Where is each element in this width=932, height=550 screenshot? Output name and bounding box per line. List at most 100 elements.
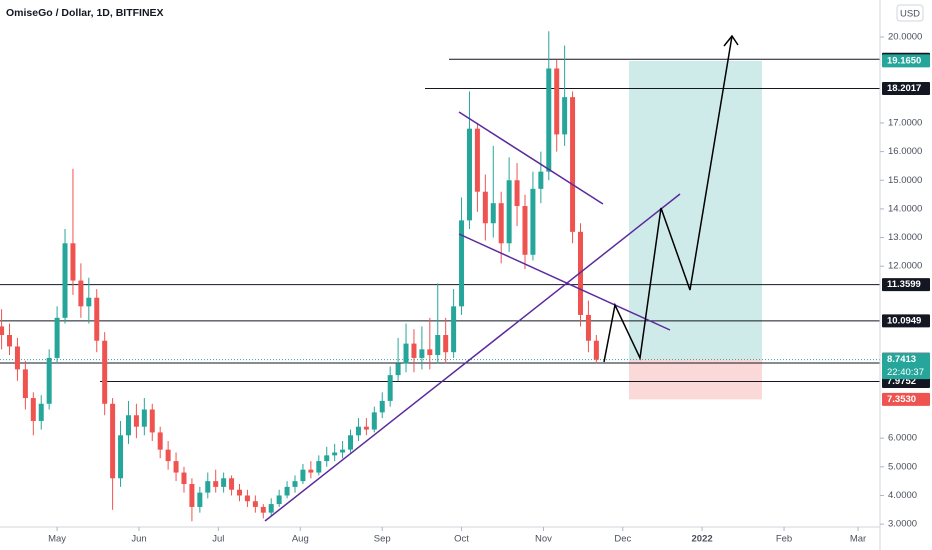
y-tick-label: 13.0000 bbox=[888, 232, 922, 243]
candle-body bbox=[236, 489, 242, 496]
candle-body bbox=[474, 128, 480, 192]
candle-body bbox=[451, 306, 457, 353]
candle-body bbox=[530, 188, 536, 255]
candle-body bbox=[387, 375, 393, 401]
x-tick-label: Nov bbox=[535, 534, 552, 545]
candle-body bbox=[14, 346, 20, 370]
candle-body bbox=[585, 314, 591, 341]
price-tag bbox=[882, 82, 930, 96]
candle-body bbox=[205, 481, 211, 493]
candle-body bbox=[252, 501, 258, 507]
candle-body bbox=[133, 415, 139, 427]
candle-body bbox=[443, 334, 449, 353]
x-tick-label: Feb bbox=[776, 534, 792, 545]
y-tick-label: 3.0000 bbox=[888, 519, 917, 530]
candle-body bbox=[30, 398, 36, 421]
currency[interactable]: USD bbox=[900, 9, 920, 20]
candle-body bbox=[197, 492, 203, 507]
candle-body bbox=[348, 435, 354, 450]
candle-body bbox=[70, 243, 76, 281]
candle-body bbox=[363, 426, 369, 430]
candle-body bbox=[506, 180, 512, 244]
candle-body bbox=[62, 243, 68, 318]
price-tag bbox=[882, 392, 930, 406]
candle-body bbox=[141, 409, 147, 427]
candle-body bbox=[94, 297, 100, 341]
price-tag-label: 19.1650 bbox=[887, 55, 921, 66]
candle-body bbox=[165, 449, 171, 462]
y-tick-label: 17.0000 bbox=[888, 117, 922, 128]
candle-body bbox=[46, 357, 52, 404]
candle-body bbox=[490, 203, 496, 224]
candle-body bbox=[7, 334, 13, 347]
candle-body bbox=[244, 495, 250, 502]
currency-button[interactable] bbox=[896, 4, 924, 22]
candle-body bbox=[22, 369, 28, 399]
candle-body bbox=[459, 220, 465, 307]
candle-body bbox=[221, 478, 227, 487]
target-zone bbox=[629, 60, 762, 360]
price-tag-label: 8.7413 bbox=[887, 354, 916, 365]
y-tick-label: 12.0000 bbox=[888, 261, 922, 272]
candle-body bbox=[514, 180, 520, 207]
drawings bbox=[0, 58, 880, 400]
candle-body bbox=[149, 409, 155, 433]
x-tick-label: Jul bbox=[212, 534, 224, 545]
candle-body bbox=[276, 495, 282, 505]
candle-body bbox=[78, 280, 84, 307]
price-tag-label: 11.3599 bbox=[887, 279, 921, 290]
candle-body bbox=[419, 349, 425, 358]
candle-body bbox=[157, 432, 163, 450]
candle-body bbox=[118, 435, 124, 479]
y-tick-label: 6.0000 bbox=[888, 433, 917, 444]
projection-path bbox=[603, 35, 733, 363]
candle-body bbox=[189, 484, 195, 507]
candle-body bbox=[498, 203, 504, 244]
stop-zone bbox=[629, 359, 762, 400]
y-tick-label: 4.0000 bbox=[888, 490, 917, 501]
y-tick-label: 20.0000 bbox=[888, 31, 922, 42]
x-tick-label: Aug bbox=[292, 534, 309, 545]
y-tick-label: 16.0000 bbox=[888, 146, 922, 157]
arrow-head bbox=[723, 34, 739, 47]
price-tag-label: 10.0949 bbox=[887, 315, 921, 326]
price-tag-label: 7.3530 bbox=[887, 394, 916, 405]
y-tick-label: 5.0000 bbox=[888, 461, 917, 472]
x-tick-label: May bbox=[48, 534, 66, 545]
chart-title: OmiseGo / Dollar, 1D, BITFINEX bbox=[6, 7, 164, 19]
candle-body bbox=[213, 481, 219, 487]
candle-body bbox=[229, 478, 235, 490]
candle-body bbox=[0, 326, 5, 335]
candle-body bbox=[181, 472, 187, 485]
candle-body bbox=[268, 504, 274, 513]
candle-body bbox=[395, 363, 401, 376]
candle-body bbox=[260, 506, 266, 513]
candle-body bbox=[403, 343, 409, 364]
candle-body bbox=[371, 412, 377, 430]
candle-body bbox=[292, 481, 298, 487]
price-tag bbox=[882, 54, 930, 68]
trend-line bbox=[264, 193, 681, 522]
candle-body bbox=[332, 452, 338, 456]
y-tick-label: 15.0000 bbox=[888, 175, 922, 186]
candle-body bbox=[316, 461, 322, 473]
channel-lower bbox=[458, 233, 671, 331]
candle-body bbox=[546, 68, 552, 172]
channel-upper bbox=[458, 111, 604, 205]
x-tick-label: Oct bbox=[454, 534, 469, 545]
candle-body bbox=[593, 340, 599, 360]
candle-body bbox=[284, 486, 290, 496]
candle-body bbox=[340, 449, 346, 453]
candle-body bbox=[355, 426, 361, 436]
candle-body bbox=[522, 206, 528, 255]
candle-body bbox=[562, 97, 568, 135]
price-tag bbox=[882, 353, 930, 380]
candle-body bbox=[308, 469, 314, 473]
x-tick-label: Mar bbox=[850, 534, 866, 545]
x-tick-label: Jun bbox=[131, 534, 146, 545]
candle-body bbox=[300, 469, 306, 482]
price-tag bbox=[882, 314, 930, 328]
candle-body bbox=[379, 400, 385, 413]
price-tag bbox=[882, 278, 930, 292]
